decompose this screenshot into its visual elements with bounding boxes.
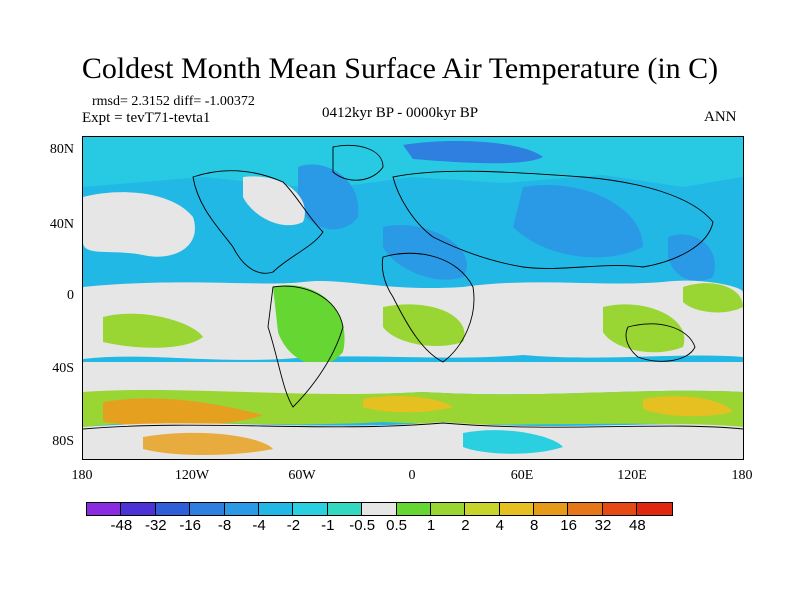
y-tick-label: 80S — [52, 434, 74, 449]
colorbar-swatch — [87, 503, 122, 515]
colorbar-swatch — [258, 503, 294, 515]
season-label: ANN — [704, 109, 737, 125]
colorbar-swatch — [155, 503, 191, 515]
colorbar-label: -16 — [179, 517, 202, 534]
colorbar-label: 16 — [560, 517, 577, 534]
colorbar-label: -0.5 — [349, 517, 376, 534]
colorbar-label: -4 — [252, 517, 266, 534]
period-label: 0412kyr BP - 0000kyr BP — [322, 105, 479, 121]
x-tick-label: 60E — [510, 468, 534, 483]
x-tick-label: 180 — [731, 468, 753, 483]
colorbar-label: 32 — [594, 517, 612, 534]
x-tick-label: 120W — [174, 468, 210, 483]
colorbar-label: -32 — [144, 517, 167, 534]
y-tick-label: 80N — [49, 142, 74, 157]
rmsd-stat: rmsd= 2.3152 diff= -1.00372 — [92, 94, 255, 109]
colorbar-label: 4 — [495, 517, 504, 534]
colorbar-label: -2 — [286, 517, 301, 534]
x-tick-label: 0 — [408, 468, 416, 483]
colorbar-label: -8 — [217, 517, 232, 534]
y-tick-label: 40S — [52, 361, 74, 376]
colorbar-swatch — [568, 503, 603, 515]
colorbar-swatch — [224, 503, 259, 515]
colorbar-swatch — [327, 503, 363, 515]
colorbar-label: 1 — [426, 517, 436, 534]
colorbar-swatch — [637, 503, 672, 515]
colorbar-label: 48 — [629, 517, 646, 534]
colorbar-swatch — [121, 503, 156, 515]
experiment-label: Expt = tevT71-tevta1 — [82, 110, 211, 126]
colorbar-swatch — [499, 503, 535, 515]
colorbar-swatch — [190, 503, 225, 515]
colorbar-swatch — [396, 503, 431, 515]
x-tick-label: 120E — [617, 468, 647, 483]
colorbar-label: 2 — [461, 517, 470, 534]
x-tick-label: 180 — [71, 468, 93, 483]
colorbar-swatch — [534, 503, 569, 515]
temperature-difference-map — [82, 136, 744, 460]
colorbar — [86, 502, 673, 516]
colorbar-swatch — [362, 503, 397, 515]
colorbar-swatch — [430, 503, 466, 515]
colorbar-label: -1 — [321, 517, 335, 534]
colorbar-label: -48 — [110, 517, 133, 534]
y-tick-label: 40N — [49, 217, 74, 232]
y-tick-label: 0 — [67, 288, 74, 303]
colorbar-label: 0.5 — [386, 517, 408, 534]
colorbar-swatch — [293, 503, 328, 515]
colorbar-swatch — [465, 503, 500, 515]
x-tick-label: 60W — [288, 468, 316, 483]
colorbar-label: 8 — [530, 517, 539, 534]
colorbar-swatch — [602, 503, 638, 515]
map-title: Coldest Month Mean Surface Air Temperatu… — [81, 52, 719, 85]
